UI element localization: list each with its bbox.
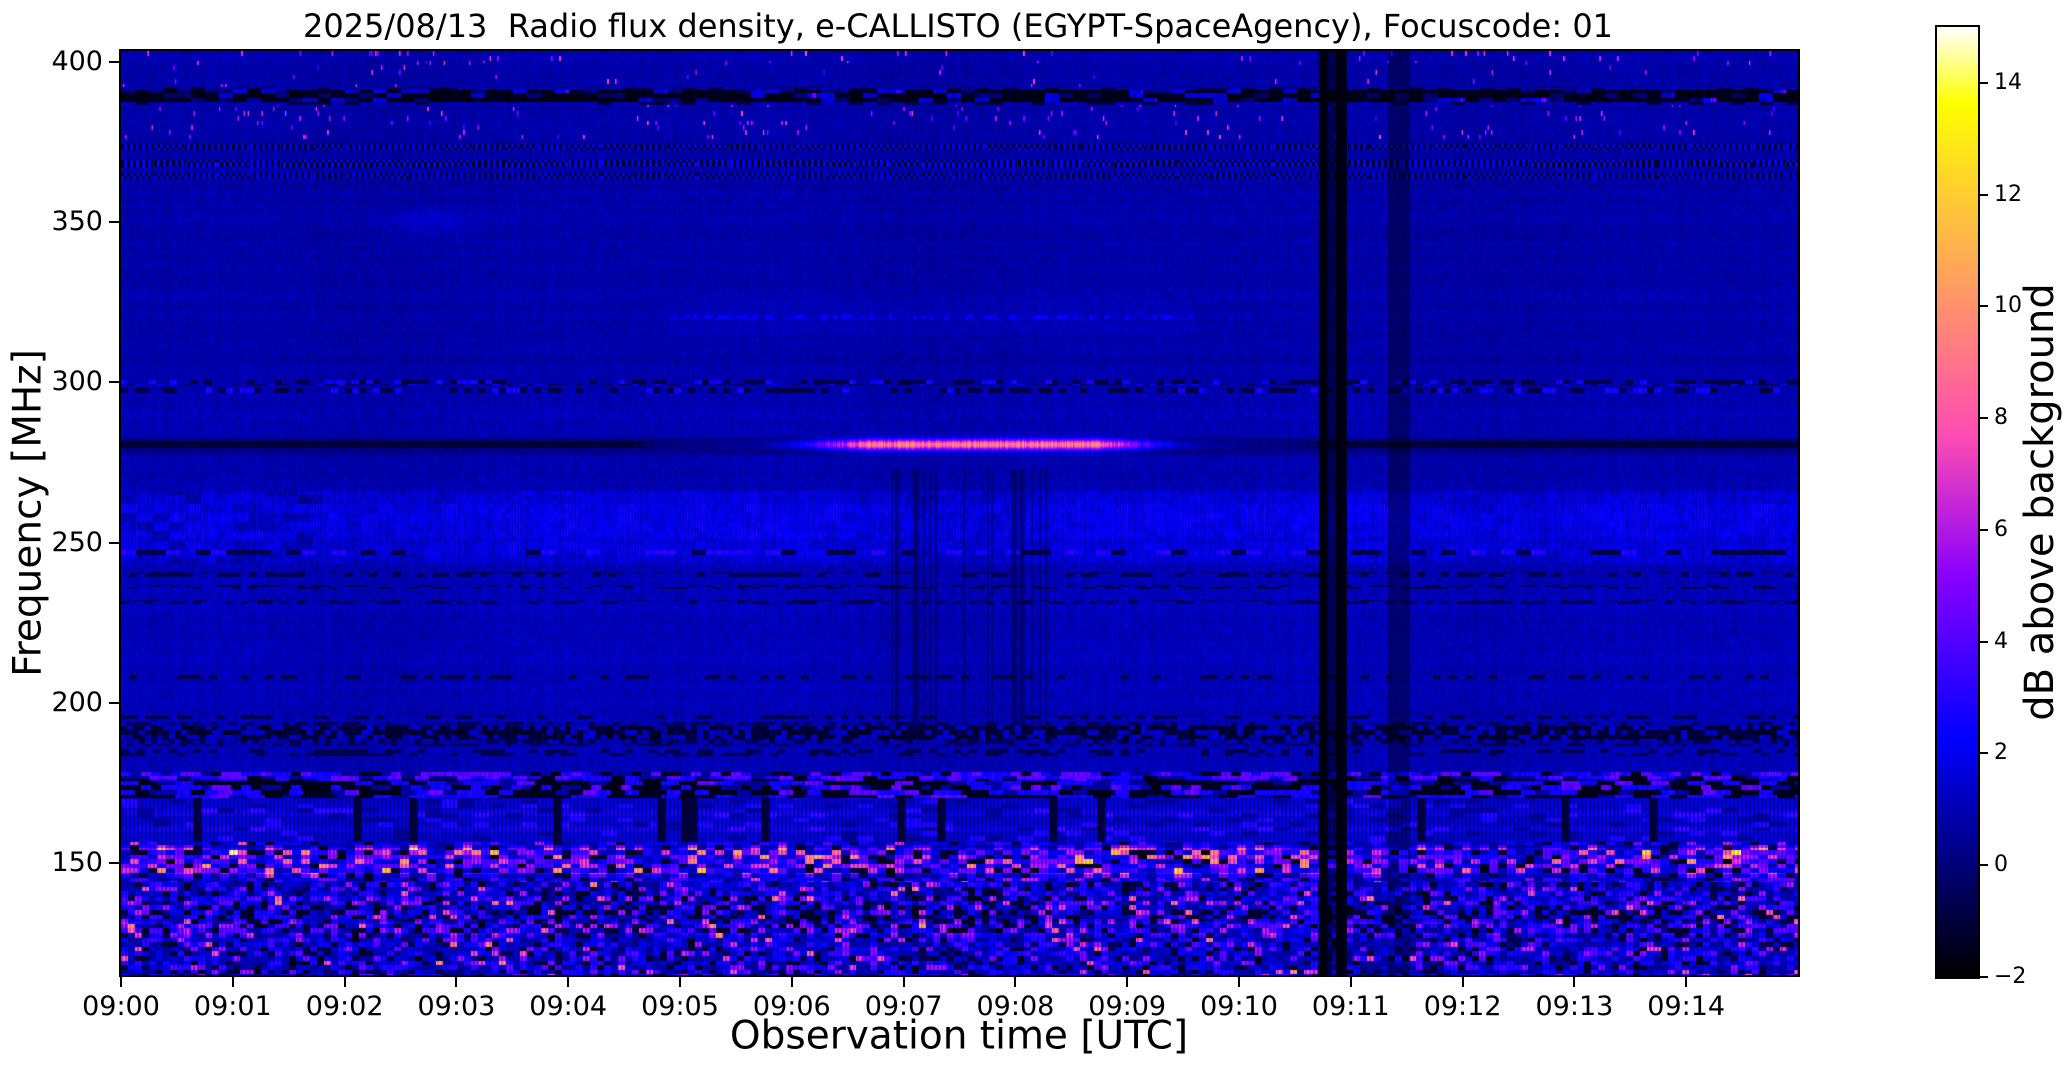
x-tick-mark [567,977,570,987]
y-tick-mark [109,861,119,864]
colorbar-tick-mark [1980,193,1988,196]
y-tick-mark [109,541,119,544]
colorbar-tick-label: 14 [1994,69,2022,95]
y-tick-mark [109,701,119,704]
y-tick-mark [109,61,119,64]
x-tick-label: 09:10 [1200,991,1278,1022]
x-tick-label: 09:11 [1311,991,1390,1022]
colorbar-label: dB above background [2017,283,2063,721]
colorbar [1935,25,1980,979]
colorbar-tick-label: 0 [1994,852,2008,878]
x-tick-label: 09:01 [193,991,272,1022]
y-tick-label: 150 [51,846,103,878]
y-tick-label: 200 [51,686,103,718]
y-tick-label: 250 [51,526,103,558]
y-tick-label: 300 [51,366,103,398]
figure-title: 2025/08/13 Radio flux density, e-CALLIST… [302,7,1614,45]
colorbar-tick-label: 12 [1994,181,2022,207]
y-tick-label: 400 [51,46,103,78]
y-tick-label: 350 [51,206,103,238]
x-tick-mark [679,977,681,987]
spectrogram-canvas [121,51,1798,975]
colorbar-tick-mark [1980,417,1988,420]
x-tick-label: 09:14 [1647,991,1726,1022]
x-tick-label: 09:08 [976,991,1055,1022]
y-tick-mark [109,221,119,224]
x-tick-mark [790,977,793,987]
x-tick-mark [343,977,346,987]
x-axis-label: Observation time [UTC] [729,1013,1189,1059]
colorbar-tick-mark [1980,640,1988,643]
colorbar-tick-mark [1980,81,1988,84]
colorbar-tick-label: 2 [1994,740,2008,766]
colorbar-tick-label: 6 [1994,516,2008,542]
x-tick-mark [1126,977,1129,987]
x-tick-label: 09:02 [305,991,384,1022]
x-tick-mark [231,977,234,987]
x-tick-mark [1014,977,1017,987]
colorbar-canvas [1937,27,1978,977]
x-tick-mark [120,977,122,987]
x-tick-label: 09:05 [641,991,719,1022]
colorbar-tick-mark [1980,752,1988,755]
x-tick-label: 09:03 [417,991,496,1022]
y-tick-mark [109,381,119,384]
x-tick-mark [1685,977,1688,987]
colorbar-tick-mark [1980,528,1988,531]
colorbar-tick-label: −2 [1994,964,2027,989]
x-tick-mark [1238,977,1240,987]
x-tick-mark [1349,977,1352,987]
colorbar-tick-label: 4 [1994,628,2008,654]
x-tick-mark [455,977,458,987]
colorbar-tick-mark [1980,864,1988,867]
x-tick-label: 09:04 [529,991,608,1022]
x-tick-mark [902,977,905,987]
colorbar-tick-mark [1980,976,1988,978]
x-tick-label: 09:09 [1088,991,1167,1022]
x-tick-label: 09:00 [82,991,160,1022]
colorbar-tick-mark [1980,305,1988,308]
colorbar-tick-label: 8 [1994,405,2008,431]
colorbar-tick-label: 10 [1994,293,2022,319]
x-tick-mark [1573,977,1576,987]
x-tick-mark [1461,977,1464,987]
plot-area [119,49,1800,977]
x-tick-label: 09:13 [1535,991,1614,1022]
x-tick-label: 09:06 [752,991,831,1022]
x-tick-label: 09:12 [1423,991,1502,1022]
x-tick-label: 09:07 [864,991,943,1022]
